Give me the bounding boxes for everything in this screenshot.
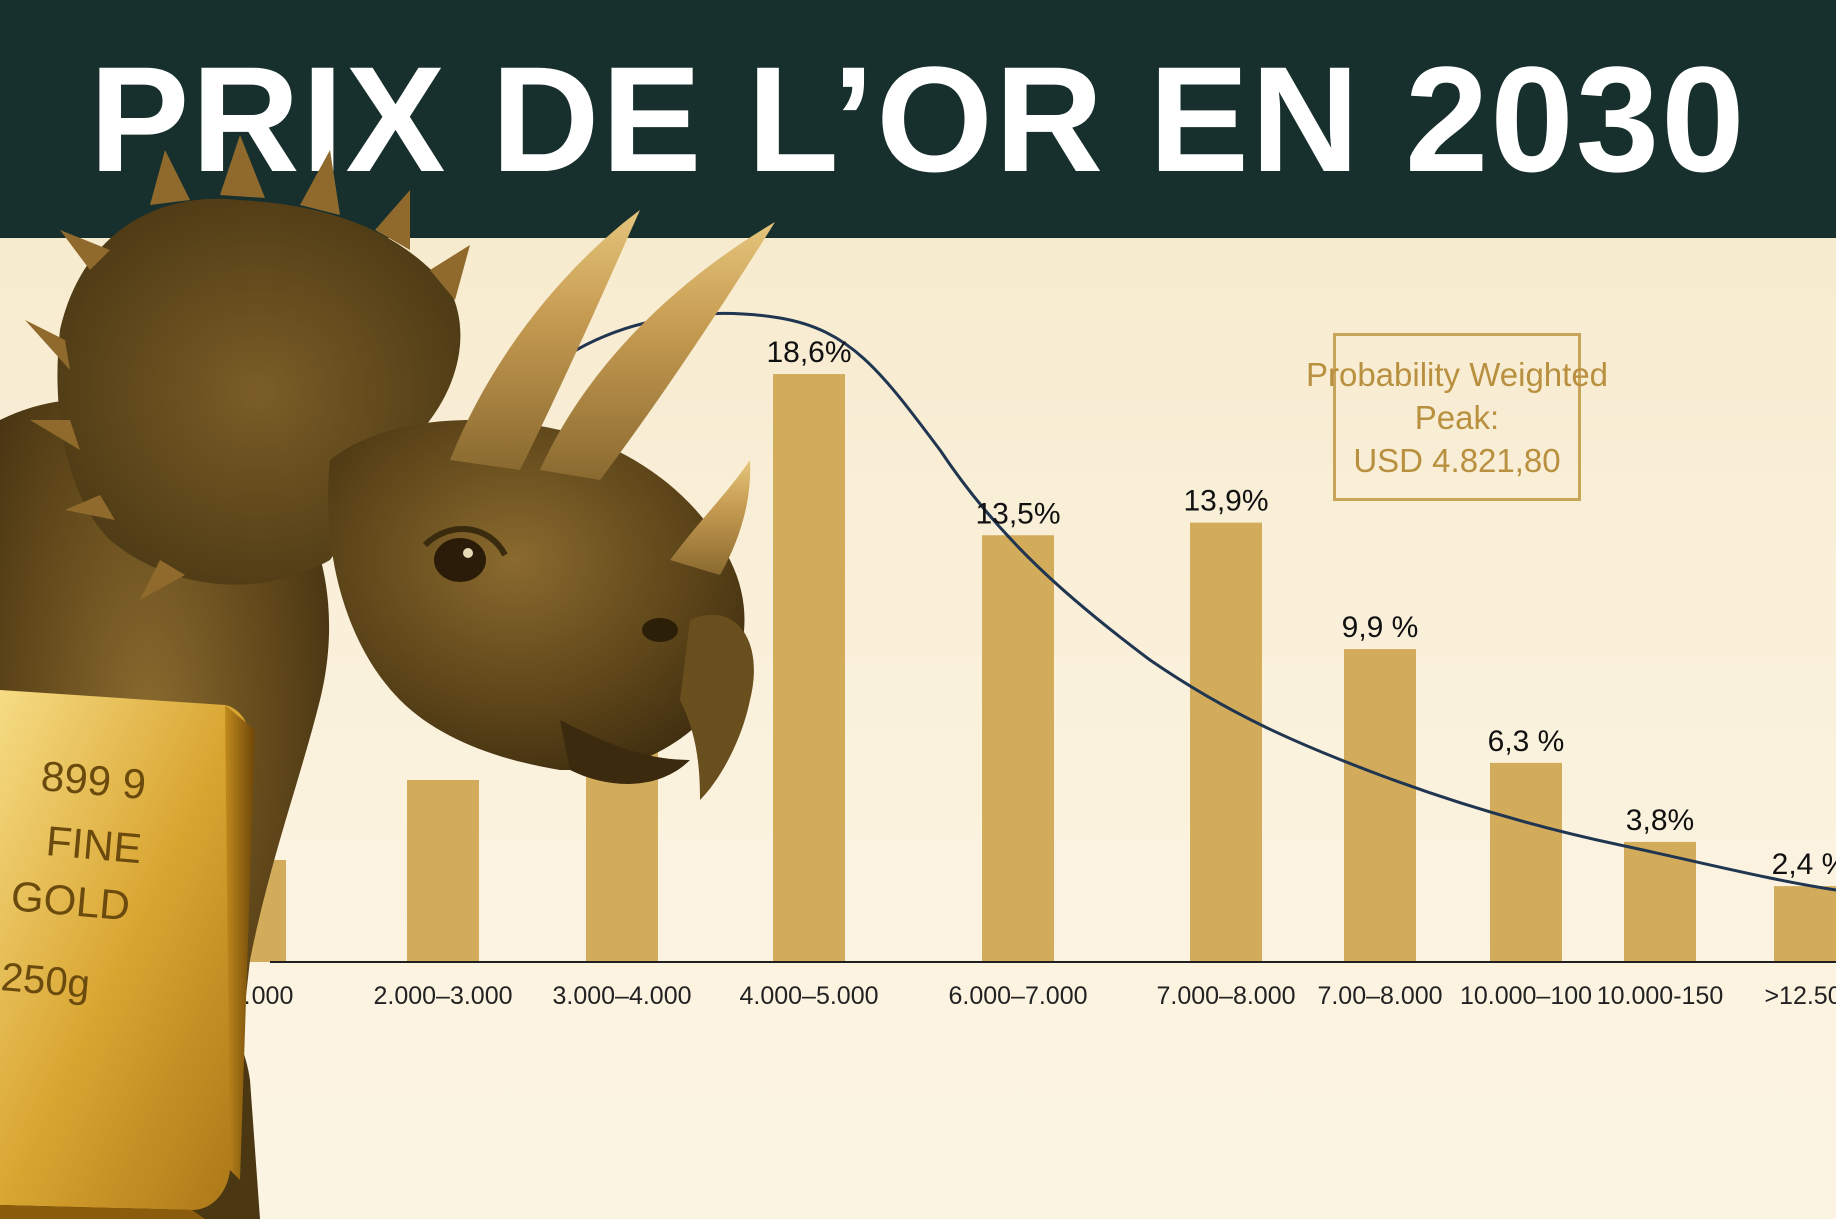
page-title: PRIX DE L’OR EN 2030	[89, 34, 1747, 203]
peak-line-1: Probability Weighted	[1305, 355, 1609, 393]
bar	[1774, 886, 1836, 962]
peak-annotation-box: Probability Weighted Peak: USD 4.821,80	[1306, 333, 1608, 501]
x-tick-label: >12.500	[1764, 982, 1836, 1010]
x-tick-label: 7.00–8.000	[1317, 982, 1442, 1010]
bar-value-label: 13,9%	[1183, 485, 1268, 518]
bar	[1490, 762, 1562, 962]
x-tick-label: 10.000-150	[1597, 982, 1724, 1010]
bar-partial	[407, 780, 479, 962]
bar-partial	[214, 860, 286, 962]
bar	[1344, 649, 1416, 962]
bar-value-label: 18,6%	[766, 336, 851, 369]
bar	[1624, 841, 1696, 962]
x-tick-label: 7.000–8.000	[1156, 982, 1295, 1010]
bar-value-label: 2,4 %	[1772, 848, 1836, 881]
x-tick-label: 6.000–7.000	[948, 982, 1087, 1010]
bar	[982, 535, 1054, 962]
bar	[773, 374, 845, 963]
x-tick-label: 3.000–4.000	[552, 982, 691, 1010]
peak-line-2: Peak:	[1414, 398, 1500, 436]
bar-value-label: 3,8%	[1626, 804, 1694, 837]
peak-line-3: USD 4.821,80	[1353, 441, 1561, 479]
bar-value-label: 6,3 %	[1488, 725, 1565, 758]
bar-partial	[586, 560, 658, 962]
x-tick-label: …000	[227, 982, 294, 1010]
bar-value-label: 9,9 %	[1342, 611, 1419, 644]
bar	[1190, 522, 1262, 962]
x-tick-label: 10.000–100	[1460, 982, 1592, 1010]
x-tick-label: 2.000–3.000	[373, 982, 512, 1010]
trend-curve	[559, 311, 1836, 892]
bar-value-label: 13,5%	[975, 497, 1060, 530]
x-tick-label: 4.000–5.000	[739, 982, 878, 1010]
